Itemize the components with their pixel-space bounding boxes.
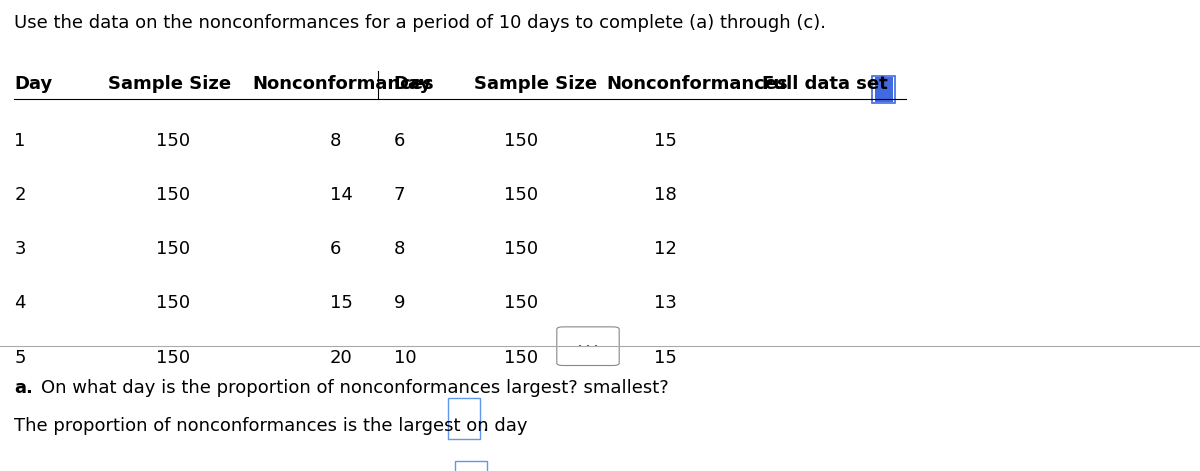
Text: 150: 150 [156, 349, 190, 366]
Text: Nonconformances: Nonconformances [252, 75, 433, 93]
Text: 150: 150 [504, 294, 538, 312]
FancyBboxPatch shape [872, 76, 895, 103]
FancyBboxPatch shape [448, 398, 480, 439]
Text: The proportion of nonconformances is the largest on day: The proportion of nonconformances is the… [14, 417, 528, 435]
Text: 7: 7 [394, 186, 406, 204]
Text: Day: Day [394, 75, 432, 93]
Text: 10: 10 [394, 349, 416, 366]
Text: 4: 4 [14, 294, 26, 312]
Text: 150: 150 [156, 132, 190, 150]
Text: .: . [482, 417, 488, 435]
Text: 13: 13 [654, 294, 677, 312]
Text: Sample Size: Sample Size [108, 75, 232, 93]
Text: 150: 150 [156, 186, 190, 204]
Text: 150: 150 [156, 294, 190, 312]
Text: 150: 150 [504, 186, 538, 204]
Text: 150: 150 [504, 240, 538, 258]
Text: 1: 1 [14, 132, 25, 150]
Text: 150: 150 [156, 240, 190, 258]
Text: On what day is the proportion of nonconformances largest? smallest?: On what day is the proportion of nonconf… [41, 379, 668, 397]
Text: 20: 20 [330, 349, 353, 366]
Text: 6: 6 [394, 132, 404, 150]
Text: 15: 15 [654, 349, 677, 366]
Text: Use the data on the nonconformances for a period of 10 days to complete (a) thro: Use the data on the nonconformances for … [14, 14, 827, 32]
Text: 2: 2 [14, 186, 26, 204]
Text: 15: 15 [330, 294, 353, 312]
FancyBboxPatch shape [455, 461, 487, 471]
Text: Full data set: Full data set [762, 75, 888, 93]
Text: 5: 5 [14, 349, 26, 366]
Text: Nonconformances: Nonconformances [606, 75, 787, 93]
FancyBboxPatch shape [557, 327, 619, 365]
Text: 12: 12 [654, 240, 677, 258]
Text: 8: 8 [330, 132, 341, 150]
Text: 8: 8 [394, 240, 404, 258]
Text: 150: 150 [504, 132, 538, 150]
Text: 3: 3 [14, 240, 26, 258]
Text: Day: Day [14, 75, 53, 93]
Text: Sample Size: Sample Size [474, 75, 598, 93]
Text: · · ·: · · · [578, 340, 598, 353]
Text: 6: 6 [330, 240, 341, 258]
Text: a.: a. [14, 379, 34, 397]
Text: 15: 15 [654, 132, 677, 150]
Text: 18: 18 [654, 186, 677, 204]
Text: 9: 9 [394, 294, 406, 312]
FancyBboxPatch shape [875, 77, 893, 102]
Text: 150: 150 [504, 349, 538, 366]
Text: 14: 14 [330, 186, 353, 204]
